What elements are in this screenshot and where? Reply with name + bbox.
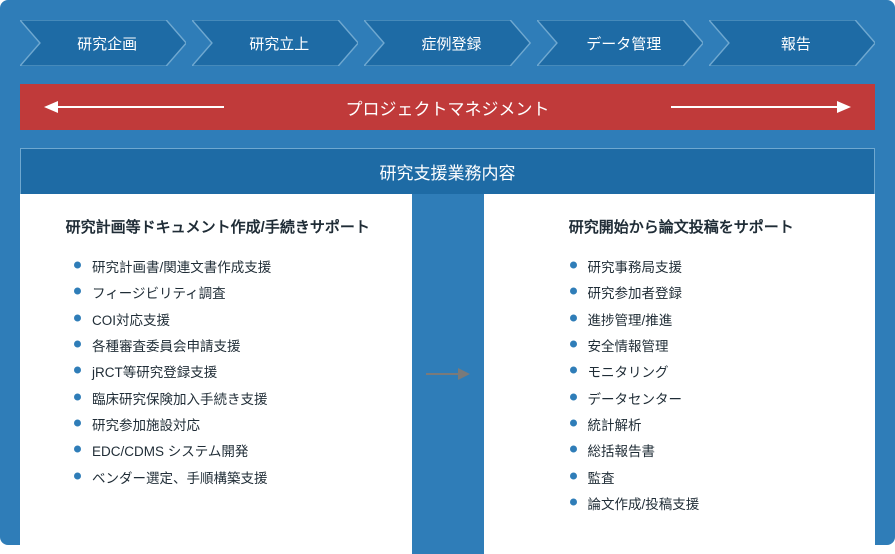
right-item-8: 監査 — [570, 466, 850, 492]
panel-right-list: 研究事務局支援研究参加者登録進捗管理/推進安全情報管理モニタリングデータセンター… — [570, 255, 850, 518]
support-panel-right: 研究開始から論文投稿をサポート 研究事務局支援研究参加者登録進捗管理/推進安全情… — [484, 194, 876, 554]
right-item-2: 進捗管理/推進 — [570, 308, 850, 334]
panel-left-list: 研究計画書/関連文書作成支援フィージビリティ調査COI対応支援各種審査委員会申請… — [74, 255, 386, 492]
left-item-6: 研究参加施設対応 — [74, 413, 386, 439]
support-header: 研究支援業務内容 — [20, 148, 875, 194]
left-item-7: EDC/CDMS システム開発 — [74, 439, 386, 465]
diagram-container: 研究企画研究立上症例登録データ管理報告 プロジェクトマネジメント 研究支援業務内… — [0, 0, 895, 545]
pm-bar: プロジェクトマネジメント — [20, 84, 875, 130]
panel-divider — [412, 194, 484, 554]
right-item-7: 総括報告書 — [570, 439, 850, 465]
right-item-0: 研究事務局支援 — [570, 255, 850, 281]
left-item-0: 研究計画書/関連文書作成支援 — [74, 255, 386, 281]
phase-3: データ管理 — [537, 20, 703, 66]
right-item-1: 研究参加者登録 — [570, 281, 850, 307]
phase-2: 症例登録 — [364, 20, 530, 66]
support-panel-left: 研究計画等ドキュメント作成/手続きサポート 研究計画書/関連文書作成支援フィージ… — [20, 194, 412, 554]
phase-row: 研究企画研究立上症例登録データ管理報告 — [20, 20, 875, 66]
left-item-1: フィージビリティ調査 — [74, 281, 386, 307]
arrow-right-gray-icon — [426, 367, 470, 381]
phase-1: 研究立上 — [192, 20, 358, 66]
phase-label-1: 研究立上 — [192, 20, 358, 66]
phase-label-3: データ管理 — [537, 20, 703, 66]
right-item-5: データセンター — [570, 387, 850, 413]
phase-4: 報告 — [709, 20, 875, 66]
right-item-4: モニタリング — [570, 360, 850, 386]
arrow-right-icon — [671, 100, 851, 114]
arrow-left-icon — [44, 100, 224, 114]
panel-right-title: 研究開始から論文投稿をサポート — [514, 216, 850, 237]
phase-0: 研究企画 — [20, 20, 186, 66]
pm-label: プロジェクトマネジメント — [346, 95, 550, 120]
left-item-4: jRCT等研究登録支援 — [74, 360, 386, 386]
phase-label-0: 研究企画 — [20, 20, 186, 66]
right-item-9: 論文作成/投稿支援 — [570, 492, 850, 518]
support-body: 研究計画等ドキュメント作成/手続きサポート 研究計画書/関連文書作成支援フィージ… — [20, 194, 875, 554]
left-item-5: 臨床研究保険加入手続き支援 — [74, 387, 386, 413]
phase-label-2: 症例登録 — [364, 20, 530, 66]
left-item-3: 各種審査委員会申請支援 — [74, 334, 386, 360]
left-item-8: ベンダー選定、手順構築支援 — [74, 466, 386, 492]
right-item-3: 安全情報管理 — [570, 334, 850, 360]
left-item-2: COI対応支援 — [74, 308, 386, 334]
right-item-6: 統計解析 — [570, 413, 850, 439]
phase-label-4: 報告 — [709, 20, 875, 66]
panel-left-title: 研究計画等ドキュメント作成/手続きサポート — [50, 216, 386, 237]
